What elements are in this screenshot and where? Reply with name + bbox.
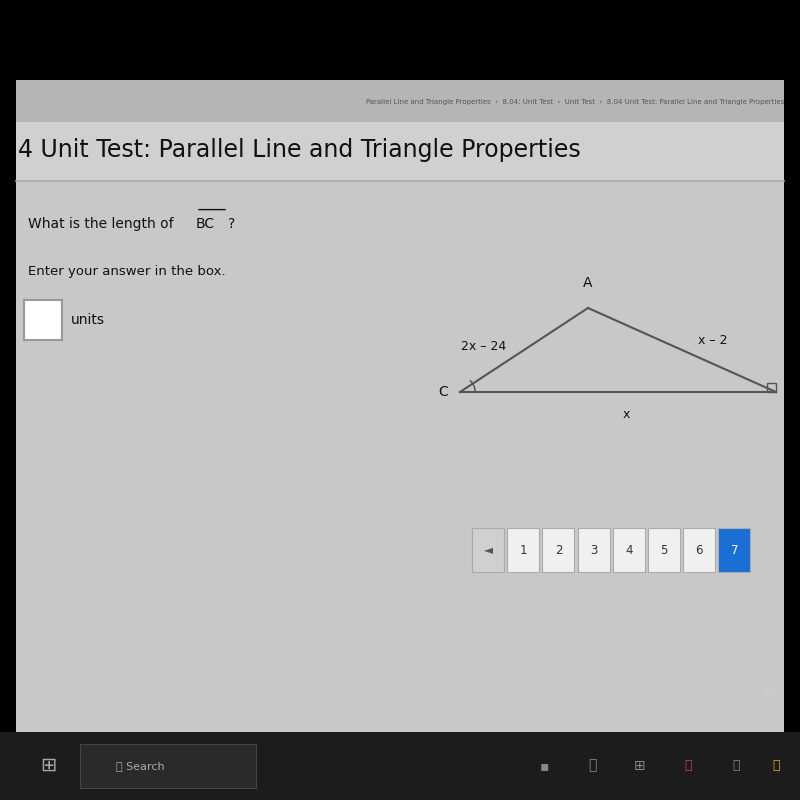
Text: 1: 1 <box>519 543 527 557</box>
Bar <box>16 80 784 124</box>
Bar <box>16 80 784 732</box>
FancyBboxPatch shape <box>24 300 62 340</box>
Text: What is the length of: What is the length of <box>28 217 178 231</box>
Text: ↙: ↙ <box>760 680 776 699</box>
Text: 5: 5 <box>660 543 668 557</box>
Bar <box>683 528 715 572</box>
Text: units: units <box>70 313 104 327</box>
Text: 3: 3 <box>590 543 598 557</box>
Text: Parallel Line and Triangle Properties  ›  8.04: Unit Test  ›  Unit Test  ›  8.04: Parallel Line and Triangle Properties › … <box>366 98 784 105</box>
Bar <box>507 528 539 572</box>
Text: 4: 4 <box>625 543 633 557</box>
Text: ⊞: ⊞ <box>634 758 646 773</box>
Text: ▪: ▪ <box>539 758 549 773</box>
Text: x – 2: x – 2 <box>698 334 727 347</box>
Text: 7: 7 <box>730 543 738 557</box>
Bar <box>16 180 784 732</box>
Bar <box>0 0 800 96</box>
Text: 6: 6 <box>695 543 703 557</box>
Bar <box>648 528 680 572</box>
Bar <box>767 383 776 392</box>
Text: 2x – 24: 2x – 24 <box>462 339 506 353</box>
Text: A: A <box>583 276 593 290</box>
Text: 🔔: 🔔 <box>684 759 692 772</box>
Bar <box>613 528 645 572</box>
Text: C: C <box>438 385 448 399</box>
Bar <box>0 12 16 732</box>
Bar <box>578 528 610 572</box>
Bar <box>0 732 800 800</box>
Text: 🎮: 🎮 <box>772 759 780 772</box>
Bar <box>16 122 784 180</box>
Text: 🌐: 🌐 <box>588 758 596 773</box>
Bar <box>718 528 750 572</box>
Text: 🔍 Search: 🔍 Search <box>116 761 164 770</box>
Text: Enter your answer in the box.: Enter your answer in the box. <box>28 266 226 278</box>
Text: 2: 2 <box>554 543 562 557</box>
Text: 4 Unit Test: Parallel Line and Triangle Properties: 4 Unit Test: Parallel Line and Triangle … <box>18 138 580 162</box>
Text: BC: BC <box>196 217 215 231</box>
Text: 📧: 📧 <box>732 759 740 772</box>
Bar <box>542 528 574 572</box>
Text: ?: ? <box>228 217 235 231</box>
Text: ◄: ◄ <box>483 543 493 557</box>
Text: ⊞: ⊞ <box>40 756 56 775</box>
Bar <box>80 744 256 788</box>
Text: x: x <box>622 408 630 421</box>
Bar <box>472 528 504 572</box>
